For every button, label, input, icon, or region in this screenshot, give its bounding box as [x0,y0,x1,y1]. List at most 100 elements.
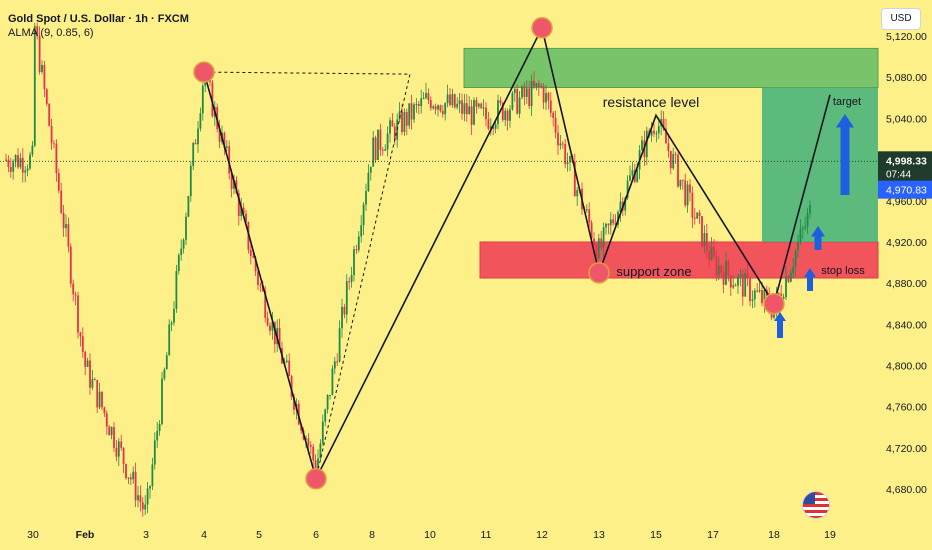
candle-body [636,169,639,182]
candle-body [122,447,125,465]
candle-body [377,129,379,161]
candle-body [619,201,622,212]
candle-body [540,85,543,87]
candle-body [57,173,60,191]
candle-body [185,216,187,240]
arrow-head [774,312,786,321]
candle-body [257,271,259,285]
current-price-tag [878,151,932,182]
candle-body [101,391,103,408]
candle-body [782,297,785,299]
candle-body [386,133,389,150]
candle-body [381,149,384,151]
time-tick-label: 3 [143,529,149,541]
candle-body [161,378,163,424]
candle-body [641,140,643,151]
candle-body [429,100,432,109]
candle-body [686,184,689,206]
candle-body [542,85,545,103]
currency-button[interactable]: USD [881,8,921,30]
candle-body [511,93,514,110]
candle-body [470,106,473,125]
candle-body [55,143,58,174]
candle-body [245,213,247,223]
candle-body [477,103,480,107]
candle-body [665,128,667,144]
candle-body [293,396,295,410]
candle-body [439,105,442,111]
candle-body [518,97,521,114]
candle-body [189,165,192,197]
candle-body [794,250,797,267]
stop-loss-label: stop loss [821,265,865,277]
candle-body [393,126,396,140]
candle-body [242,207,245,214]
candle-body [187,196,190,217]
candle-body [14,155,17,163]
candle-body [427,93,430,101]
resistance-label: resistance level [603,94,700,110]
up-arrow-icon [811,226,825,250]
candle-body [45,89,48,104]
chart-header: Gold Spot / U.S. Dollar · 1h · FXCM ALMA… [8,12,189,40]
pivot-marker [588,262,610,284]
candle-body [585,209,588,211]
candle-body [285,360,288,362]
candle-body [708,251,711,260]
price-tick-label: 4,880.00 [886,278,927,290]
target-label: target [833,96,861,108]
arrow-shaft [814,235,822,250]
candle-body [173,308,175,323]
time-tick-label: 30 [27,529,39,541]
candle-body [449,94,451,106]
candle-body [614,223,617,225]
candle-body [348,281,351,283]
candle-body [372,137,375,167]
candle-body [787,276,790,282]
candle-body [60,190,63,213]
candle-body [763,289,766,304]
candle-body [341,306,343,329]
candle-body [674,154,677,156]
candle-body [595,244,598,259]
candle-body [698,212,701,217]
candle-body [744,273,747,297]
candle-body [710,246,713,260]
price-tick-label: 4,680.00 [886,484,927,496]
time-tick-label: Feb [76,529,95,541]
candle-body [715,256,718,276]
price-tick-label: 4,760.00 [886,402,927,414]
candle-body [441,110,444,115]
candle-body [653,130,655,134]
candle-body [573,161,576,197]
candle-body [629,175,631,181]
candle-body [180,248,183,255]
candle-body [600,238,603,248]
alma-price-tag [878,180,932,199]
candle-body [77,295,79,333]
candle-body [559,143,562,146]
candle-body [62,212,65,229]
candle-body [125,464,127,478]
candle-body [350,275,353,282]
candle-body [417,104,420,106]
candle-body [557,132,559,146]
candle-body [465,103,468,115]
candle-body [269,325,271,331]
candle-body [33,26,36,146]
candle-body [727,260,730,276]
candle-body [497,100,499,125]
time-tick-label: 5 [256,529,262,541]
candle-body [545,93,547,103]
price-tick-label: 4,720.00 [886,443,927,455]
price-tick-label: 4,840.00 [886,319,927,331]
candle-body [645,130,648,158]
time-tick-label: 13 [593,529,605,541]
price-tick-label: 5,040.00 [886,113,927,125]
candle-body [165,355,168,370]
candle-body [21,157,24,173]
candle-body [489,126,492,129]
candle-body [74,294,77,296]
candle-body [797,242,799,251]
